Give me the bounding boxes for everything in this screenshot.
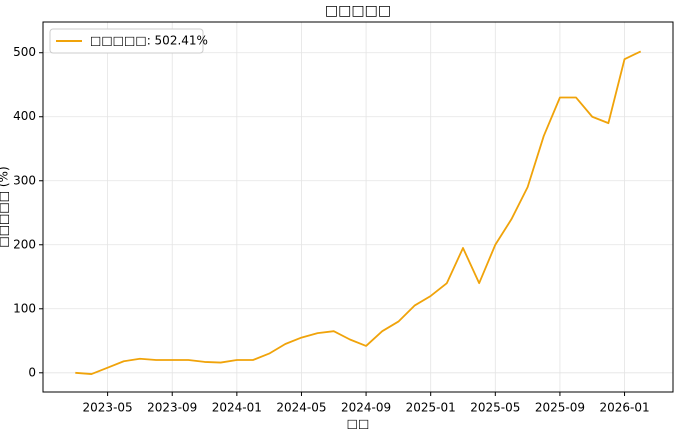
data-line bbox=[75, 50, 642, 375]
legend-box bbox=[49, 28, 204, 54]
x-tick-label: 2024-05 bbox=[276, 401, 326, 415]
y-tick-label: 300 bbox=[13, 173, 36, 187]
x-tick-label: 2025-01 bbox=[406, 401, 456, 415]
x-tick-label: 2023-09 bbox=[147, 401, 197, 415]
chart-title: □□□□□ bbox=[325, 3, 391, 19]
x-tick-label: 2023-05 bbox=[83, 401, 133, 415]
y-tick-label: 100 bbox=[13, 301, 36, 315]
x-tick-label: 2026-01 bbox=[599, 401, 649, 415]
x-tick-label: 2025-05 bbox=[470, 401, 520, 415]
y-tick-label: 200 bbox=[13, 237, 36, 251]
x-tick-label: 2025-09 bbox=[535, 401, 585, 415]
y-axis-label: □□□□□ (%) bbox=[0, 166, 11, 247]
x-axis-label: □□ bbox=[347, 417, 370, 431]
y-tick-label: 400 bbox=[13, 109, 36, 123]
plot-frame bbox=[42, 21, 674, 393]
x-tick-label: 2024-01 bbox=[212, 401, 262, 415]
y-tick-label: 0 bbox=[28, 365, 36, 379]
legend-label: □□□□□: 502.41% bbox=[90, 34, 208, 48]
y-tick-label: 500 bbox=[13, 45, 36, 59]
x-tick-label: 2024-09 bbox=[341, 401, 391, 415]
